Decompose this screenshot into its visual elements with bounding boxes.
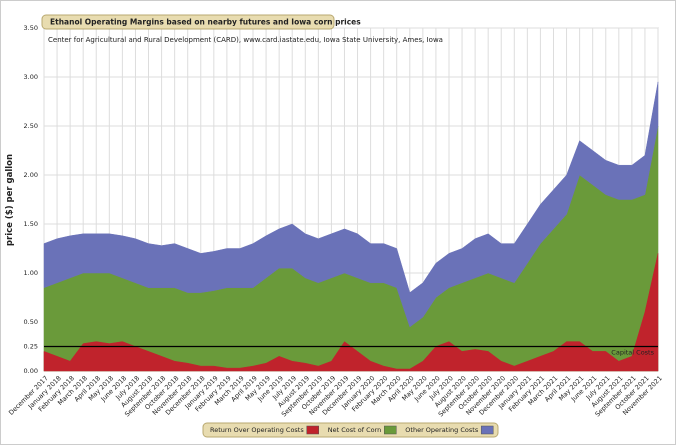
legend-label: Net Cost of Corn [328, 426, 382, 434]
legend-swatch [480, 425, 494, 435]
legend-box [202, 422, 499, 438]
y-tick-label: 3.00 [24, 73, 38, 81]
chart-subtitle: Center for Agricultural and Rural Develo… [48, 36, 443, 44]
legend-swatch [384, 425, 397, 435]
y-tick-label: 2.50 [24, 122, 38, 130]
y-tick-label: 3.50 [24, 24, 38, 32]
y-tick-label: 1.00 [24, 269, 38, 277]
legend-swatch [306, 425, 319, 435]
y-tick-label: 0.25 [24, 343, 38, 351]
legend-label: Return Over Operating Costs [210, 426, 304, 434]
area [43, 81, 659, 328]
y-tick-label: 2.00 [24, 171, 38, 179]
chart-title: Ethanol Operating Margins based on nearb… [50, 18, 361, 27]
area [43, 253, 659, 372]
y-tick-label: 0.50 [24, 318, 38, 326]
reference-label: Capital Costs [611, 349, 654, 357]
y-tick-label: 1.50 [24, 220, 38, 228]
y-tick-label: 0.00 [24, 367, 38, 375]
legend-label: Other Operating Costs [405, 426, 479, 434]
title-tab [41, 14, 335, 30]
y-axis-label: price ($) per gallon [5, 154, 15, 246]
